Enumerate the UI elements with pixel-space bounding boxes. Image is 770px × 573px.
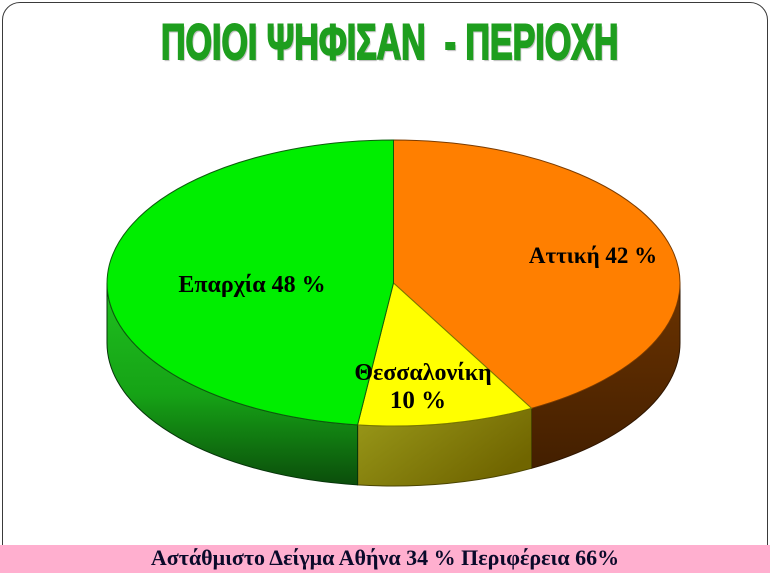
svg-text:Θεσσαλονίκη: Θεσσαλονίκη [354,360,491,386]
svg-text:10 %: 10 % [390,387,446,414]
svg-text:Επαρχία 48 %: Επαρχία 48 % [178,272,325,298]
svg-text:Αττική 42 %: Αττική 42 % [529,243,657,268]
